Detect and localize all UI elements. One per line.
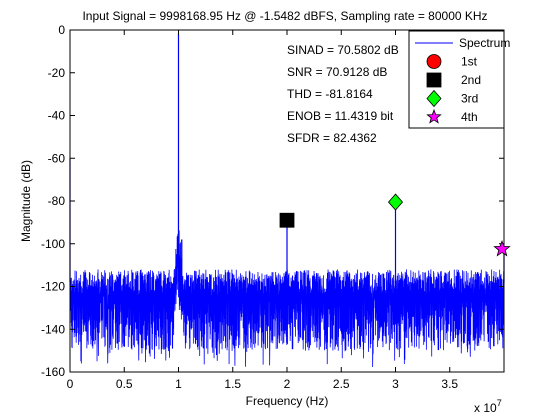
x-exponent-base: x 10: [474, 401, 497, 415]
x-tick-label: 0.5: [116, 377, 133, 391]
y-tick-label: -160: [41, 365, 65, 379]
legend-label: 4th: [461, 110, 478, 124]
y-tick-label: -40: [48, 109, 66, 123]
y-tick-label: -140: [41, 322, 65, 336]
legend-swatch-3rd: [426, 89, 442, 108]
chart-title: Input Signal = 9998168.95 Hz @ -1.5482 d…: [82, 9, 487, 23]
harmonic-marker-2nd: [279, 212, 295, 228]
metric-annotation: SFDR = 82.4362: [287, 131, 377, 145]
x-tick-label: 3: [392, 377, 399, 391]
y-tick-label: -20: [48, 66, 66, 80]
y-axis: 0 -20 -40 -60 -80 -100 -120 -140 -160: [41, 23, 504, 379]
harmonic-marker-4th: [493, 239, 511, 257]
x-tick-label: 1.5: [224, 377, 241, 391]
metric-annotation: ENOB = 11.4319 bit: [287, 109, 394, 123]
legend-label: 1st: [461, 55, 478, 69]
x-tick-label: 2: [284, 377, 291, 391]
metric-annotation: SNR = 70.9128 dB: [287, 65, 387, 79]
y-tick-label: -100: [41, 237, 65, 251]
harmonic-marker-3rd: [387, 193, 404, 211]
x-axis-exponent: x 107: [474, 398, 502, 415]
legend-label: Spectrum: [459, 36, 510, 50]
harmonic-markers: [279, 193, 511, 257]
legend-label: 2nd: [461, 73, 481, 87]
x-exponent-power: 7: [497, 398, 502, 408]
y-tick-label: -60: [48, 151, 66, 165]
legend: Spectrum 1st 2nd 3rd 4th: [408, 30, 510, 129]
legend-swatch-1st: [426, 54, 442, 69]
x-tick-label: 0: [67, 377, 74, 391]
x-tick-label: 1: [175, 377, 182, 391]
legend-swatch-2nd: [426, 72, 442, 88]
metric-annotation: SINAD = 70.5802 dB: [287, 43, 399, 57]
legend-swatch-4th: [426, 108, 442, 124]
x-tick-label: 2.5: [333, 377, 350, 391]
x-axis: 0 0.5 1 1.5 2 2.5 3 3.5: [67, 30, 458, 391]
y-axis-label: Magnitude (dB): [19, 160, 33, 242]
legend-box: [408, 30, 505, 129]
y-tick-label: -80: [48, 194, 66, 208]
legend-label: 3rd: [461, 92, 478, 106]
metric-annotation: THD = -81.8164: [287, 87, 373, 101]
metrics-annotations: SINAD = 70.5802 dB SNR = 70.9128 dB THD = …: [287, 43, 399, 145]
y-tick-label: -120: [41, 280, 65, 294]
y-tick-label: 0: [58, 23, 65, 37]
x-tick-label: 3.5: [441, 377, 458, 391]
x-axis-label: Frequency (Hz): [246, 394, 329, 408]
